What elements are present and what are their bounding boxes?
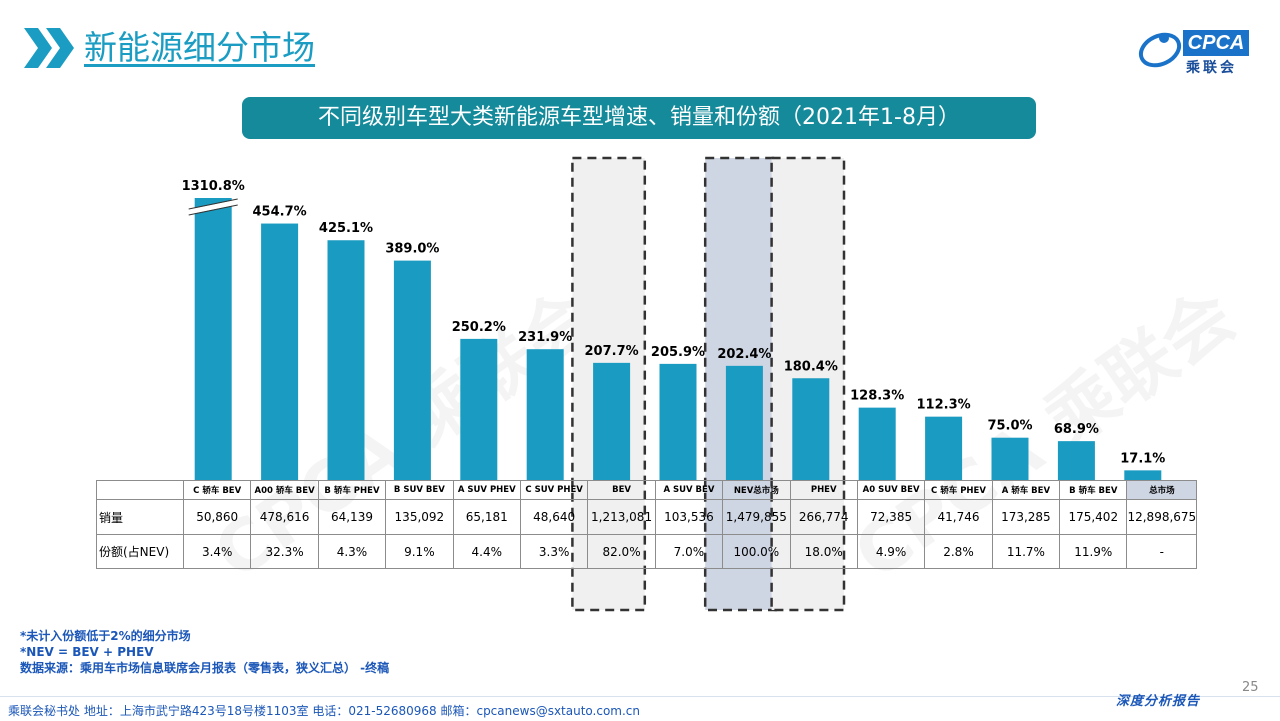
footer-bar (0, 696, 1280, 721)
bar (1124, 470, 1162, 480)
bar (792, 378, 830, 480)
table-header-cell: B 轿车 BEV (1059, 480, 1128, 500)
bar-value-label: 68.9% (1054, 422, 1099, 437)
sales-cell: 50,860 (182, 499, 252, 535)
share-cell: 11.7% (991, 534, 1061, 569)
bar (194, 198, 232, 480)
row-label-share: 份额(占NEV) (96, 534, 184, 569)
sales-cell: 72,385 (856, 499, 926, 535)
note-line: *NEV = BEV + PHEV (20, 645, 154, 659)
bar-value-label: 205.9% (651, 345, 705, 360)
sales-cell: 103,536 (654, 499, 724, 535)
bar-value-label: 454.7% (253, 205, 307, 220)
table-header-cell: A SUV PHEV (452, 480, 521, 500)
sales-cell: 65,181 (452, 499, 521, 535)
table-header-cell: C 轿车 PHEV (924, 480, 993, 500)
share-cell: 4.9% (856, 534, 926, 569)
share-cell: 4.3% (317, 534, 387, 569)
bar (925, 416, 963, 480)
bar-value-label: 17.1% (1120, 451, 1165, 466)
bar-value-label: 425.1% (319, 221, 373, 236)
sales-cell: 173,285 (991, 499, 1061, 535)
share-cell: 32.3% (250, 534, 319, 569)
share-cell: 11.9% (1059, 534, 1128, 569)
share-cell: 2.8% (924, 534, 993, 569)
table-header-cell: B 轿车 PHEV (317, 480, 387, 500)
bar-value-label: 112.3% (917, 398, 971, 413)
data-table: C 轿车 BEV A00 轿车 BEV B 轿车 PHEV B SUV BEV A SU… (96, 480, 1198, 569)
axis-break-line (188, 204, 238, 216)
bar-value-label: 128.3% (850, 389, 904, 404)
sales-cell: 48,640 (519, 499, 589, 535)
table-corner (96, 480, 184, 500)
note-line: 数据来源：乘用车市场信息联席会月报表（零售表，狭义汇总） -终稿 (20, 661, 390, 675)
table-header-cell: 总市场 (1126, 480, 1198, 500)
share-cell: - (1126, 534, 1198, 569)
bar-value-label: 231.9% (518, 330, 572, 345)
bar-value-label: 202.4% (717, 347, 771, 362)
bar-value-label: 389.0% (385, 242, 439, 257)
share-cell: 3.4% (182, 534, 252, 569)
sales-cell: 41,746 (924, 499, 993, 535)
sales-cell: 1,213,081 (587, 499, 656, 535)
share-cell: 7.0% (654, 534, 724, 569)
table-header-cell: C 轿车 BEV (182, 480, 252, 500)
logo-subtitle: 乘联会 (1186, 60, 1237, 76)
table-header-cell: A 轿车 BEV (991, 480, 1061, 500)
bar (526, 349, 564, 480)
share-cell: 9.1% (385, 534, 454, 569)
bar (261, 223, 299, 480)
axis-break-line (188, 198, 238, 210)
sales-cell: 478,616 (250, 499, 319, 535)
bar (659, 363, 697, 480)
bar (991, 437, 1029, 480)
axis-break-gap (188, 199, 239, 215)
chevrons-icon (24, 28, 74, 68)
sales-cell: 135,092 (385, 499, 454, 535)
share-cell: 18.0% (789, 534, 858, 569)
table-header-cell: A SUV BEV (654, 480, 724, 500)
notes: *未计入份额低于2%的细分市场 *NEV = BEV + PHEV 数据来源：乘… (20, 628, 389, 676)
chart-title: 不同级别车型大类新能源车型增速、销量和份额（2021年1-8月） (242, 97, 1036, 139)
sales-cell: 64,139 (317, 499, 387, 535)
share-cell: 4.4% (452, 534, 521, 569)
note-line: *未计入份额低于2%的细分市场 (20, 629, 191, 643)
sales-cell: 175,402 (1059, 499, 1128, 535)
bar-value-label: 180.4% (784, 359, 838, 374)
bar (858, 407, 896, 480)
bar (725, 365, 763, 480)
bar (1057, 441, 1095, 480)
table-header-cell: B SUV BEV (385, 480, 454, 500)
bar-value-label: 250.2% (452, 320, 506, 335)
table-header-cell: BEV (587, 480, 656, 500)
bar (593, 362, 631, 480)
row-label-sales: 销量 (96, 499, 184, 535)
sales-cell: 12,898,675 (1126, 499, 1198, 535)
sales-cell: 1,479,855 (722, 499, 791, 535)
cpca-logo-icon (1138, 32, 1182, 68)
logo-text: CPCA (1183, 30, 1249, 56)
bar-value-label: 75.0% (987, 419, 1032, 434)
footer-report-label: 深度分析报告 (1116, 694, 1201, 709)
footer-text: 乘联会秘书处 地址：上海市武宁路423号18号楼1103室 电话：021-526… (8, 704, 641, 718)
table-header-cell: A0 SUV BEV (856, 480, 926, 500)
page-title: 新能源细分市场 (84, 28, 315, 67)
bar-value-label: 207.7% (585, 344, 639, 359)
share-cell: 82.0% (587, 534, 656, 569)
bar (327, 240, 365, 480)
table-header-cell: NEV总市场 (722, 480, 791, 500)
page-number: 25 (1242, 680, 1259, 695)
table-header-cell: C SUV PHEV (519, 480, 589, 500)
bar (393, 260, 431, 480)
sales-cell: 266,774 (789, 499, 858, 535)
bar-value-label: 1310.8% (182, 179, 245, 194)
share-cell: 3.3% (519, 534, 589, 569)
bar (460, 338, 498, 480)
share-cell: 100.0% (722, 534, 791, 569)
axis-break-icon (188, 198, 239, 216)
table-header-cell: A00 轿车 BEV (250, 480, 319, 500)
table-header-cell: PHEV (789, 480, 858, 500)
